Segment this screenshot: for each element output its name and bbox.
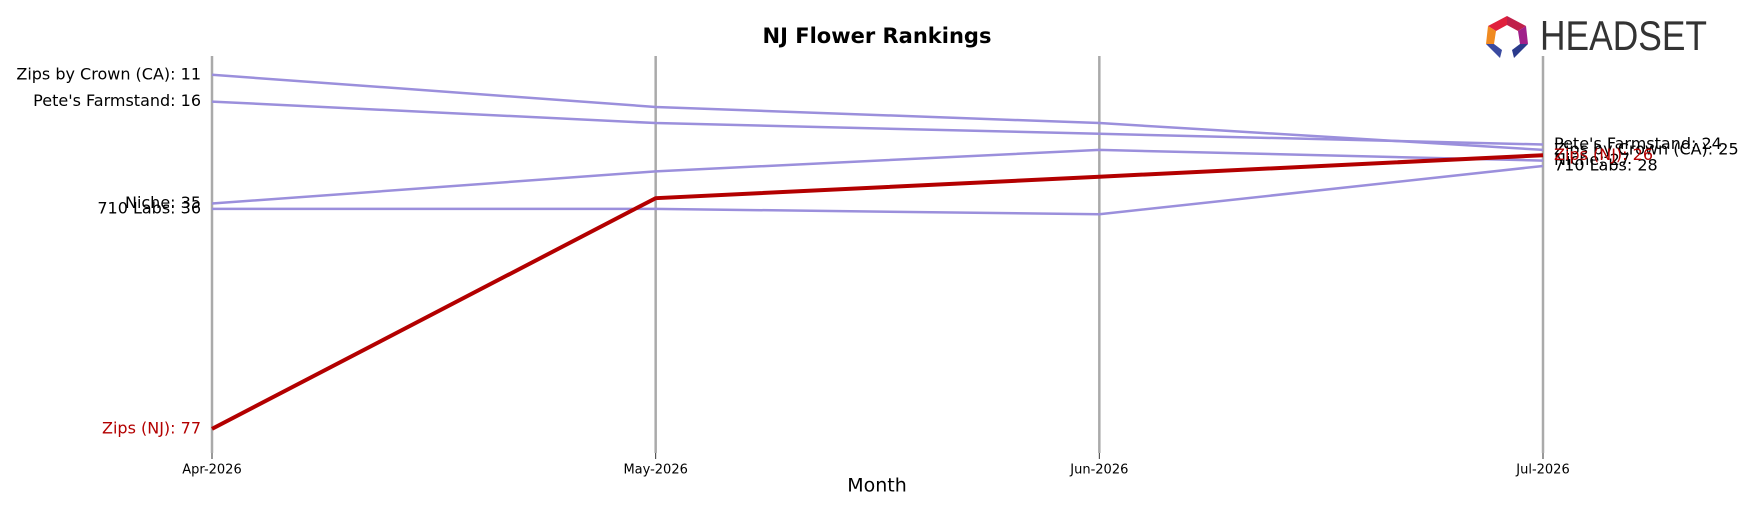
x-axis-label: Month [847,475,907,497]
series-line [211,73,1544,152]
logo-text: HEADSET [1540,12,1707,59]
x-tick-label: Jul-2026 [1515,463,1569,478]
value-label: Zips (NJ): 77 [102,418,201,437]
logo-piece [1486,26,1496,44]
logo-piece [1518,26,1528,44]
x-tick-label: May-2026 [623,463,687,478]
value-label: Pete's Farmstand: 24 [1554,134,1722,153]
value-label: Pete's Farmstand: 16 [33,91,201,110]
chart-title: NJ Flower Rankings [763,24,992,48]
series-line [211,148,1544,205]
series-line [211,100,1544,146]
logo-piece [1488,16,1507,31]
x-tick-label: Apr-2026 [182,463,241,478]
value-label: 710 Labs: 36 [97,198,201,217]
series-line [212,164,1544,216]
x-tick-label: Jun-2026 [1069,463,1128,478]
value-label: 710 Labs: 28 [1554,155,1658,174]
value-label: Zips by Crown (CA): 11 [16,64,201,83]
logo-piece [1507,16,1526,31]
logo-piece [1512,44,1528,58]
logo: HEADSET [1486,12,1707,59]
value-label: Niche: 35 [125,193,201,212]
value-label: Zips (NJ): 26 [1554,145,1653,164]
value-label: Zips by Crown (CA): 25 [1554,139,1739,158]
series-line [211,153,1544,431]
value-label: Niche: 27 [1554,150,1630,169]
logo-piece [1486,44,1502,58]
